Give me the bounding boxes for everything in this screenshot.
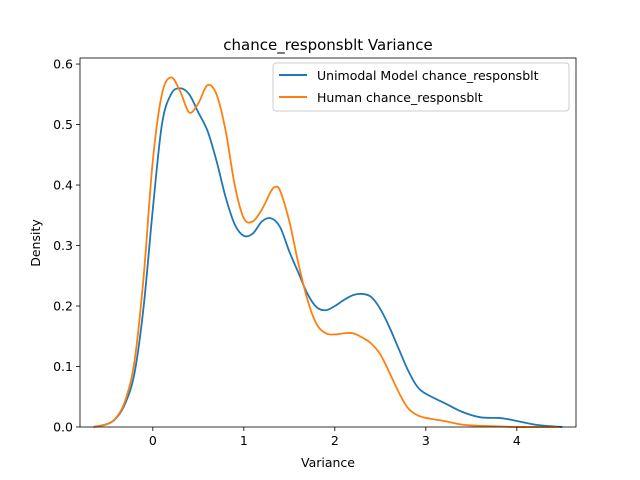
x-axis-label: Variance bbox=[301, 455, 355, 470]
y-tick-label: 0.3 bbox=[53, 238, 73, 253]
x-tick-label: 0 bbox=[149, 433, 157, 448]
legend: Unimodal Model chance_responsblt Human c… bbox=[272, 62, 570, 112]
series-line-unimodal bbox=[93, 87, 563, 428]
legend-box bbox=[272, 62, 570, 112]
x-tick-label: 3 bbox=[422, 433, 430, 448]
series-layer bbox=[93, 76, 563, 428]
series-line-human bbox=[93, 76, 558, 428]
legend-label-human: Human chance_responsblt bbox=[317, 90, 483, 105]
y-tick-label: 0.6 bbox=[53, 57, 73, 72]
y-tick-label: 0.5 bbox=[53, 117, 73, 132]
y-tick-label: 0.4 bbox=[53, 178, 73, 193]
y-tick-label: 0.2 bbox=[53, 299, 73, 314]
legend-label-unimodal: Unimodal Model chance_responsblt bbox=[317, 68, 539, 83]
x-tick-label: 4 bbox=[513, 433, 521, 448]
x-tick-label: 1 bbox=[240, 433, 248, 448]
y-tick-label: 0.0 bbox=[53, 420, 73, 435]
y-axis-label: Density bbox=[28, 219, 43, 267]
y-axis-ticks: 0.0 0.1 0.2 0.3 0.4 0.5 0.6 bbox=[53, 57, 80, 435]
x-axis-ticks: 0 1 2 3 4 bbox=[149, 427, 521, 448]
chart-title: chance_responsblt Variance bbox=[223, 36, 432, 55]
y-tick-label: 0.1 bbox=[53, 359, 73, 374]
plot-frame bbox=[79, 57, 577, 428]
x-tick-label: 2 bbox=[331, 433, 339, 448]
plot-area bbox=[79, 57, 577, 428]
